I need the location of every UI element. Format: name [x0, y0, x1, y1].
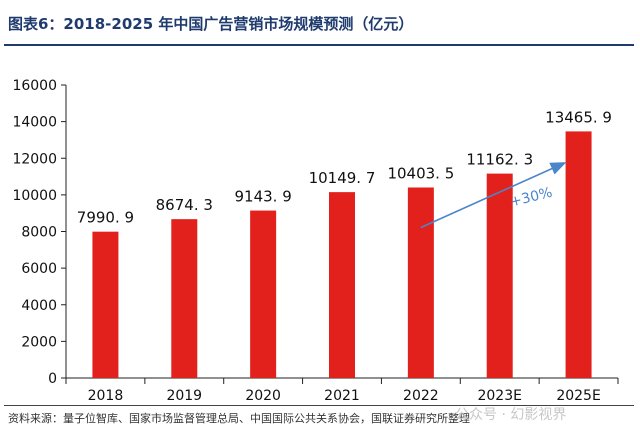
source-note: 资料来源：量子位智库、国家市场监督管理总局、中国国际公共关系协会，国联证券研究所… — [8, 412, 470, 425]
bar — [92, 231, 119, 378]
x-tick-label: 2025E — [556, 388, 600, 404]
growth-annotation-label: +30% — [509, 185, 554, 211]
x-tick-label: 2021 — [324, 388, 360, 404]
bar — [250, 210, 277, 378]
y-tick-label: 0 — [48, 371, 57, 387]
data-label: 8674. 3 — [156, 196, 213, 214]
title-bar: 图表6：2018-2025 年中国广告营销市场规模预测（亿元） — [0, 0, 640, 46]
axis-layer: 0 2000 4000 6000 8000 10000 12000 14000 16000 201… — [12, 78, 619, 404]
data-label: 13465. 9 — [545, 108, 612, 126]
bar — [329, 192, 355, 378]
y-tick-label: 2000 — [21, 334, 57, 350]
footer-divider — [4, 405, 634, 406]
bar — [407, 187, 434, 378]
chart-title: 图表6：2018-2025 年中国广告营销市场规模预测（亿元） — [8, 15, 414, 33]
value-label-layer: 7990. 9 8674. 3 9143. 9 10149. 7 10403. 5 111… — [77, 108, 612, 226]
bar-layer — [92, 131, 592, 378]
y-tick-label: 16000 — [12, 78, 57, 94]
y-tick-label: 10000 — [12, 188, 57, 204]
x-tick-label: 2018 — [88, 388, 124, 404]
watermark: 公众号 · 幻影视界 — [455, 407, 567, 423]
x-tick-label: 2020 — [245, 388, 281, 404]
bar — [171, 219, 198, 378]
y-tick-label: 4000 — [21, 298, 57, 314]
y-tick-label: 14000 — [12, 115, 57, 131]
data-label: 10403. 5 — [387, 164, 454, 182]
y-tick-label: 12000 — [12, 151, 57, 167]
data-label: 11162. 3 — [466, 151, 533, 169]
bar — [486, 173, 513, 378]
y-tick-label: 6000 — [21, 261, 57, 277]
data-label: 7990. 9 — [77, 209, 134, 227]
data-label: 10149. 7 — [309, 169, 376, 187]
x-tick-label: 2022 — [403, 388, 439, 404]
bar-chart: 0 2000 4000 6000 8000 10000 12000 14000 16000 201… — [12, 78, 619, 404]
x-tick-label: 2019 — [166, 388, 202, 404]
growth-arrow — [420, 162, 567, 229]
bar — [565, 131, 592, 378]
data-label: 9143. 9 — [235, 188, 292, 206]
title-divider — [4, 44, 634, 46]
x-tick-label: 2023E — [477, 388, 521, 404]
y-tick-label: 8000 — [21, 225, 57, 241]
